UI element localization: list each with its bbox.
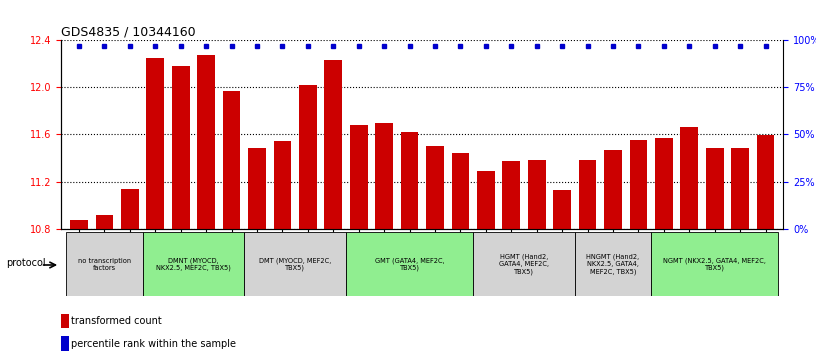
Bar xyxy=(350,125,368,229)
Bar xyxy=(273,142,291,229)
Text: percentile rank within the sample: percentile rank within the sample xyxy=(72,339,237,348)
Bar xyxy=(451,153,469,229)
Bar xyxy=(61,337,69,351)
Bar xyxy=(553,190,571,229)
Bar xyxy=(172,66,189,229)
Text: no transcription
factors: no transcription factors xyxy=(78,258,131,270)
Bar xyxy=(681,127,698,229)
Bar xyxy=(574,232,651,296)
Text: GMT (GATA4, MEF2C,
TBX5): GMT (GATA4, MEF2C, TBX5) xyxy=(375,257,445,271)
Bar xyxy=(61,314,69,328)
Bar xyxy=(248,148,266,229)
Bar xyxy=(629,140,647,229)
Bar xyxy=(651,232,778,296)
Bar xyxy=(503,162,520,229)
Text: DMT (MYOCD, MEF2C,
TBX5): DMT (MYOCD, MEF2C, TBX5) xyxy=(259,257,331,271)
Bar xyxy=(299,85,317,229)
Bar xyxy=(143,232,244,296)
Bar xyxy=(655,138,672,229)
Bar xyxy=(70,220,88,229)
Text: HGMT (Hand2,
GATA4, MEF2C,
TBX5): HGMT (Hand2, GATA4, MEF2C, TBX5) xyxy=(499,254,549,274)
Bar xyxy=(477,171,494,229)
Bar xyxy=(473,232,574,296)
Text: HNGMT (Hand2,
NKX2.5, GATA4,
MEF2C, TBX5): HNGMT (Hand2, NKX2.5, GATA4, MEF2C, TBX5… xyxy=(587,254,640,274)
Text: transformed count: transformed count xyxy=(72,316,162,326)
Bar xyxy=(375,123,393,229)
Bar xyxy=(346,232,473,296)
Bar xyxy=(401,132,419,229)
Bar xyxy=(756,135,774,229)
Bar xyxy=(604,150,622,229)
Text: DMNT (MYOCD,
NKX2.5, MEF2C, TBX5): DMNT (MYOCD, NKX2.5, MEF2C, TBX5) xyxy=(156,257,231,271)
Bar xyxy=(731,148,749,229)
Bar xyxy=(146,58,164,229)
Bar xyxy=(95,215,113,229)
Text: GDS4835 / 10344160: GDS4835 / 10344160 xyxy=(61,26,196,39)
Bar xyxy=(325,60,342,229)
Text: NGMT (NKX2.5, GATA4, MEF2C,
TBX5): NGMT (NKX2.5, GATA4, MEF2C, TBX5) xyxy=(663,257,766,271)
Bar xyxy=(426,146,444,229)
Bar xyxy=(244,232,346,296)
Bar xyxy=(706,148,724,229)
Bar xyxy=(121,189,139,229)
Bar xyxy=(579,160,596,229)
Bar xyxy=(197,55,215,229)
Text: protocol: protocol xyxy=(7,258,47,268)
Bar xyxy=(66,232,143,296)
Bar xyxy=(223,91,241,229)
Bar xyxy=(528,160,546,229)
